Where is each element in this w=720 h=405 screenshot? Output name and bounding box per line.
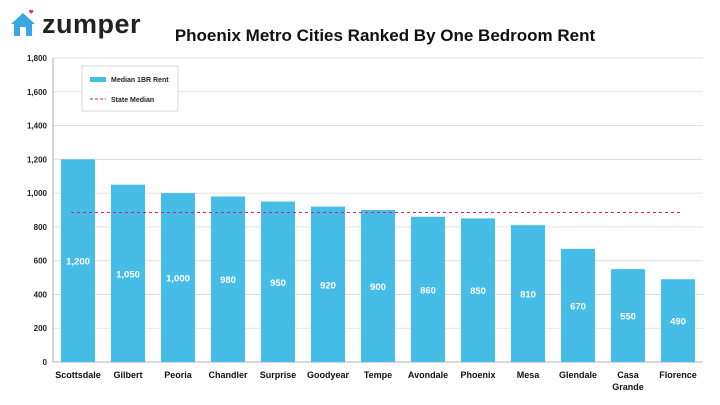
y-tick-label: 200 — [34, 324, 48, 333]
legend-swatch-bar — [90, 77, 106, 82]
data-label: 900 — [370, 282, 386, 293]
data-label: 860 — [420, 285, 436, 296]
bar-surprise — [261, 201, 295, 362]
legend: Median 1BR Rent State Median — [81, 65, 179, 112]
bar-gilbert — [111, 184, 145, 362]
bar-scottsdale — [61, 159, 95, 362]
legend-label-line: State Median — [111, 97, 154, 104]
x-tick-label: Casa — [617, 370, 640, 380]
house-heart-icon — [11, 9, 35, 36]
y-tick-label: 1,600 — [27, 88, 48, 97]
y-tick-label: 1,200 — [27, 155, 48, 164]
data-label: 980 — [220, 275, 236, 286]
bars — [61, 159, 695, 362]
x-tick-label: Avondale — [408, 370, 448, 380]
data-label: 950 — [270, 278, 286, 289]
bar-tempe — [361, 210, 395, 362]
bar-casa-grande — [611, 269, 645, 362]
x-tick-label: Grande — [612, 382, 644, 392]
x-tick-label: Scottsdale — [55, 370, 101, 380]
y-tick-label: 1,800 — [27, 54, 48, 63]
data-label: 1,050 — [116, 269, 140, 280]
x-axis: Scottsdale Gilbert Peoria Chandler Surprise G… — [55, 370, 697, 392]
x-tick-label: Chandler — [208, 370, 248, 380]
brand-name: zumper — [42, 8, 142, 39]
bar-peoria — [161, 193, 195, 362]
data-label: 850 — [470, 286, 486, 297]
data-label: 670 — [570, 301, 586, 312]
bar-goodyear — [311, 206, 345, 362]
x-tick-label: Gilbert — [113, 370, 142, 380]
data-label: 550 — [620, 312, 636, 323]
data-label: 490 — [670, 317, 686, 328]
x-tick-label: Goodyear — [307, 370, 350, 380]
bar-chandler — [211, 196, 245, 362]
bar-mesa — [511, 225, 545, 362]
y-tick-label: 600 — [34, 257, 48, 266]
data-label: 810 — [520, 290, 536, 301]
x-tick-label: Mesa — [517, 370, 541, 380]
x-tick-label: Phoenix — [460, 370, 495, 380]
x-tick-label: Florence — [659, 370, 697, 380]
y-tick-label: 800 — [34, 223, 48, 232]
chart-title: Phoenix Metro Cities Ranked By One Bedro… — [174, 26, 596, 45]
y-tick-label: 0 — [43, 358, 48, 367]
y-tick-label: 1,000 — [27, 189, 48, 198]
legend-box — [81, 65, 179, 112]
data-labels: 1,200 1,050 1,000 980 950 920 900 860 850 810 670 5… — [66, 257, 686, 328]
data-label: 1,200 — [66, 257, 90, 268]
x-tick-label: Tempe — [364, 370, 392, 380]
data-label: 1,000 — [166, 274, 190, 285]
data-label: 920 — [320, 280, 336, 291]
bar-glendale — [561, 248, 595, 362]
bar-avondale — [411, 216, 445, 362]
legend-label-bar: Median 1BR Rent — [111, 77, 169, 84]
y-tick-label: 1,400 — [27, 122, 48, 131]
x-tick-label: Glendale — [559, 370, 597, 380]
brand-logo[interactable]: zumper — [8, 6, 143, 42]
y-tick-label: 400 — [34, 290, 48, 299]
x-tick-label: Surprise — [260, 370, 297, 380]
bar-phoenix — [461, 218, 495, 362]
x-tick-label: Peoria — [164, 370, 193, 380]
bar-florence — [661, 279, 695, 362]
